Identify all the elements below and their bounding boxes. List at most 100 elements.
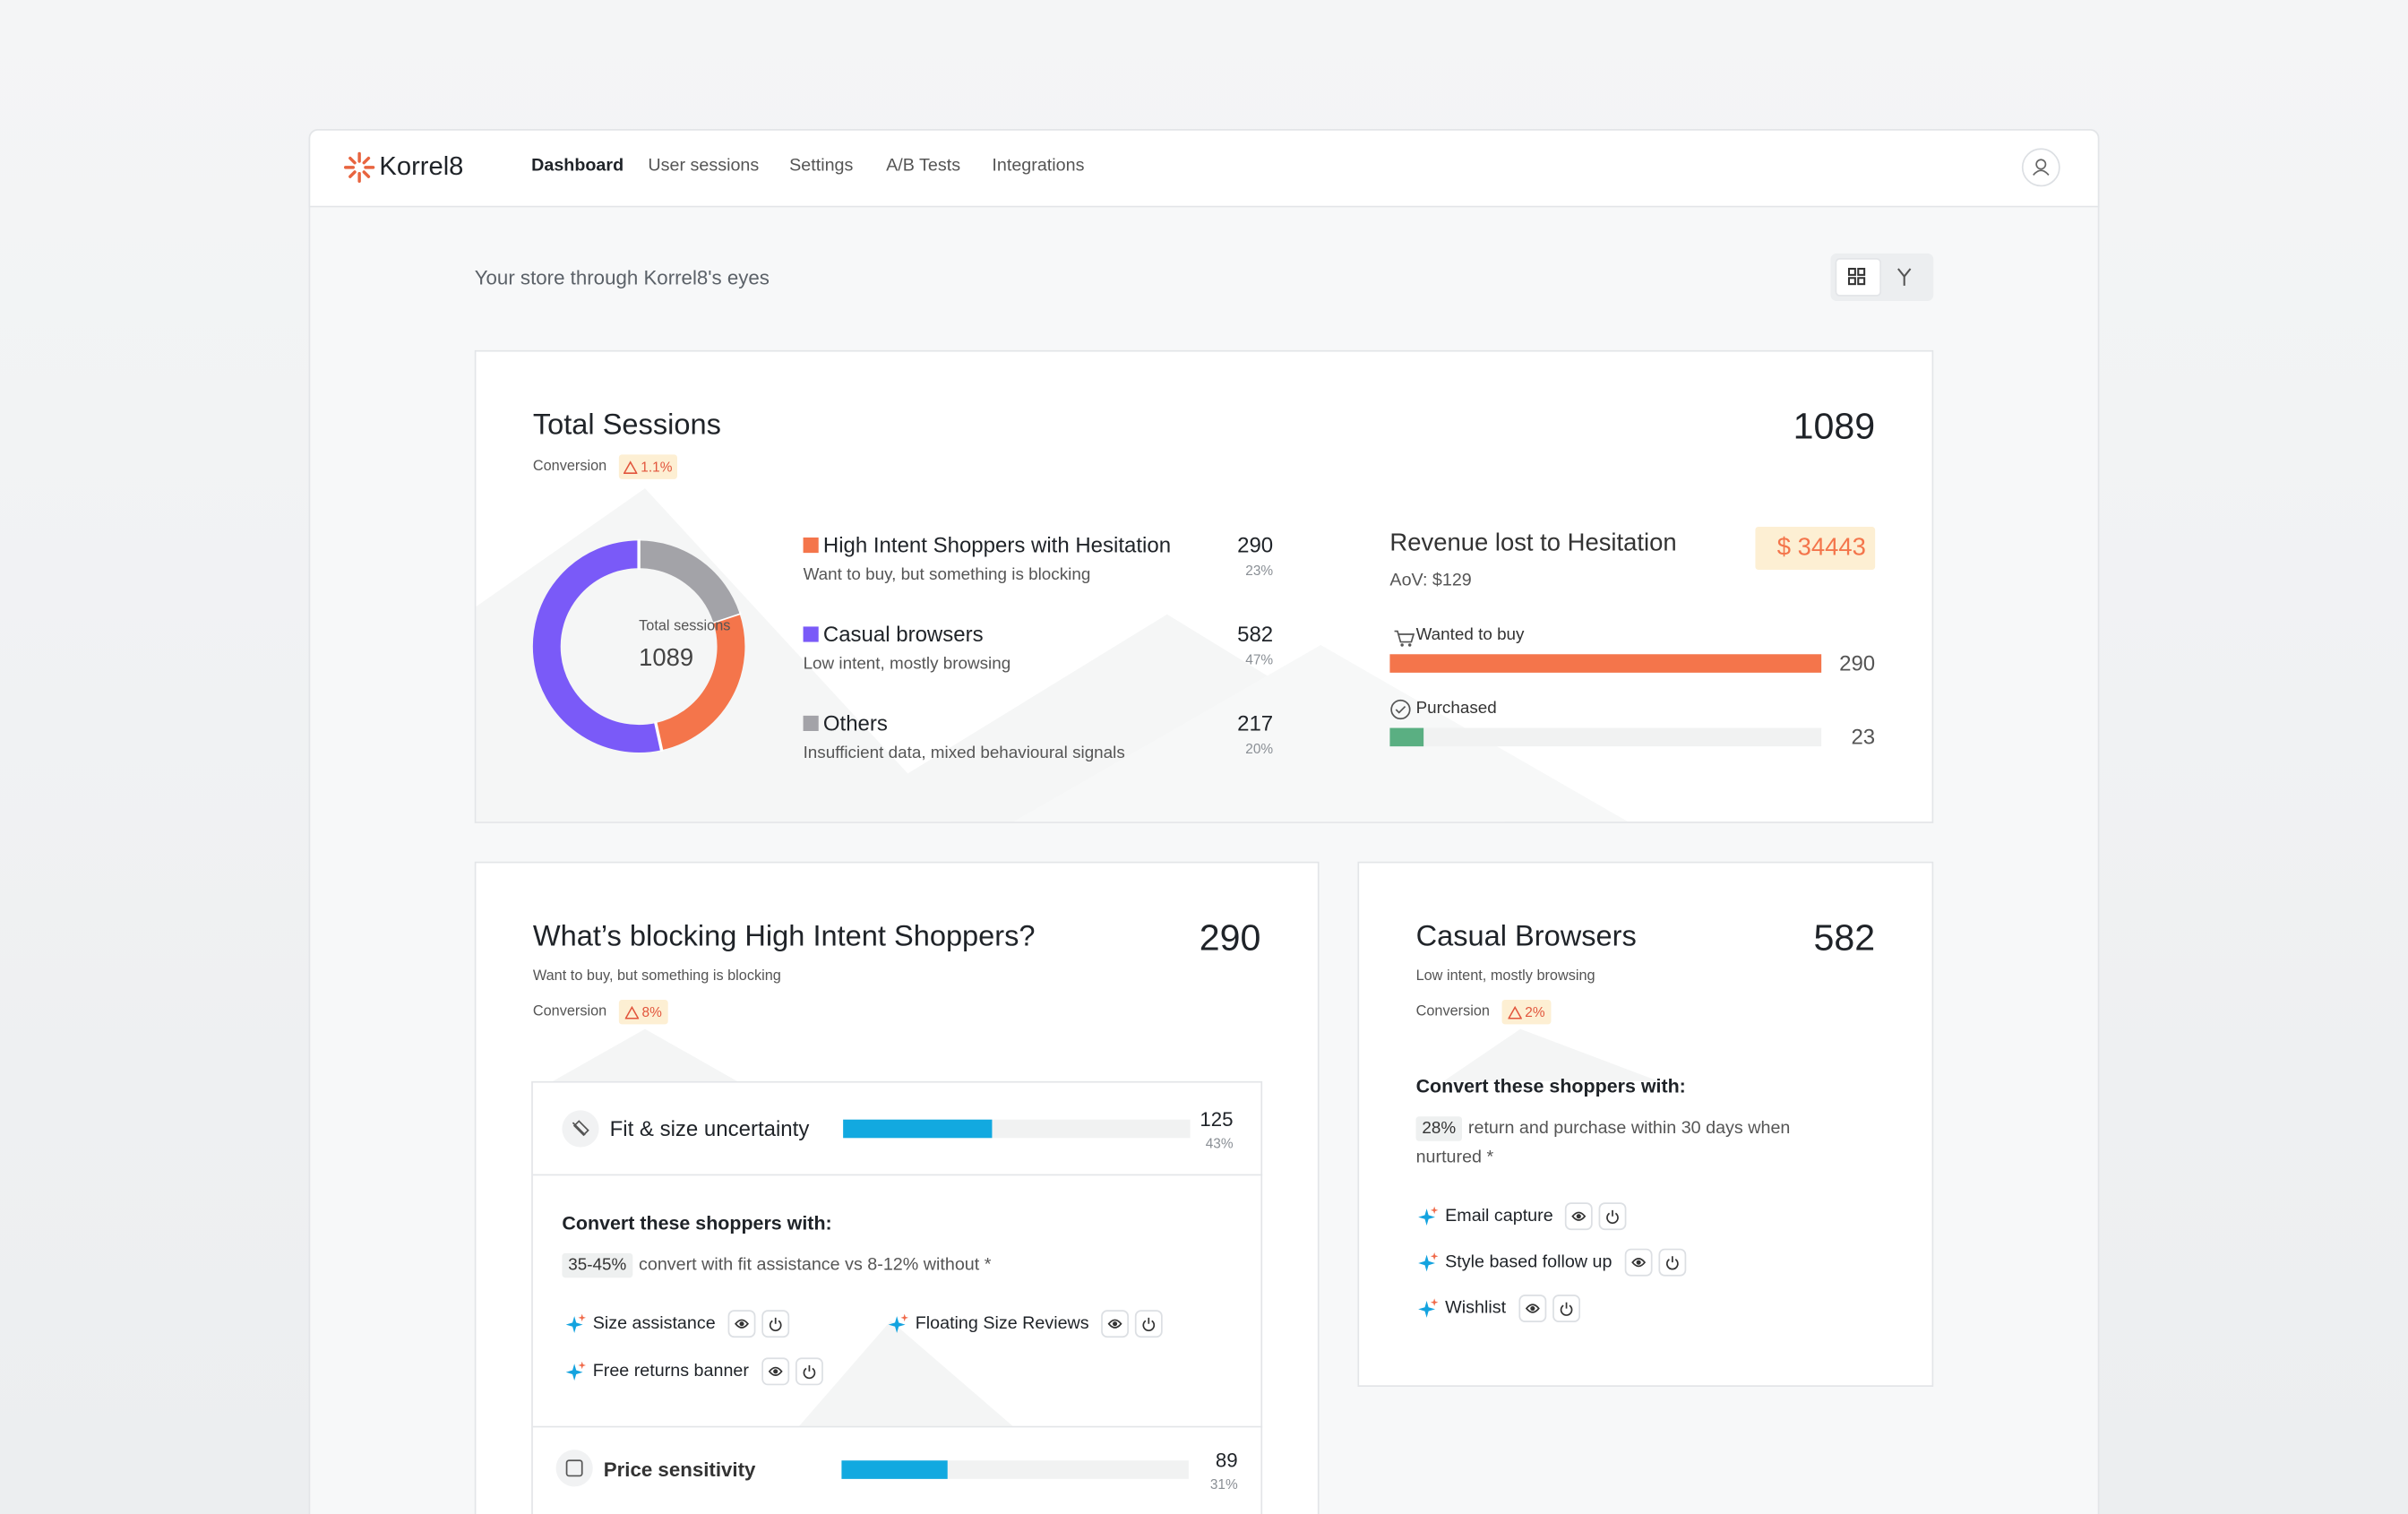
- segment-share: 47%: [1245, 651, 1274, 668]
- bar-track: [1389, 727, 1822, 747]
- action-label[interactable]: Floating Size Reviews: [915, 1314, 1089, 1334]
- action-item: Style based follow up: [1417, 1248, 1686, 1277]
- preview-button-icon-part: [1577, 1214, 1582, 1219]
- avatar[interactable]: [2021, 148, 2060, 187]
- preview-button-icon-part: [772, 1369, 778, 1374]
- segment-value: 582: [1237, 621, 1274, 647]
- decor-shape: [1013, 645, 1629, 822]
- toggle-button[interactable]: [761, 1310, 789, 1338]
- logo-ray: [362, 156, 371, 165]
- reason-value: 125: [1200, 1107, 1234, 1131]
- toggle-button[interactable]: [1135, 1310, 1163, 1338]
- sparkle-icon: [1418, 1298, 1439, 1318]
- preview-button-icon: [1525, 1303, 1540, 1313]
- action-label[interactable]: Free returns banner: [592, 1362, 749, 1381]
- preview-button[interactable]: [727, 1310, 756, 1338]
- preview-button[interactable]: [1101, 1310, 1130, 1338]
- sparkle-icon-part: [578, 1361, 587, 1370]
- preview-button-icon-part: [1107, 1319, 1122, 1329]
- segment-value: 290: [1237, 532, 1274, 557]
- toggle-button[interactable]: [1657, 1248, 1686, 1277]
- preview-button-icon-part: [1630, 1258, 1646, 1268]
- card-total: 290: [1199, 917, 1261, 959]
- action-label[interactable]: Wishlist: [1445, 1299, 1507, 1318]
- sparkle-icon-part: [578, 1313, 587, 1322]
- decor-shape: [1443, 1028, 1659, 1081]
- stat-text: return and purchase within 30 days when …: [1415, 1119, 1791, 1167]
- brand-name[interactable]: Korrel8: [379, 151, 464, 181]
- preview-button[interactable]: [1624, 1248, 1653, 1277]
- sparkle-icon-part: [1418, 1301, 1436, 1318]
- action-label[interactable]: Email capture: [1445, 1207, 1553, 1226]
- logo-mark: [344, 151, 375, 184]
- card-title: Casual Browsers: [1415, 920, 1637, 953]
- nav-link[interactable]: A/B Tests: [886, 157, 961, 176]
- warning-icon-part: [1508, 1005, 1522, 1019]
- preview-button-icon-part: [1113, 1321, 1118, 1327]
- preview-button[interactable]: [761, 1357, 789, 1386]
- bar-value: 290: [1839, 650, 1876, 675]
- logo-ray: [348, 156, 357, 165]
- toggle-button-icon-part: [802, 1367, 815, 1380]
- action-label[interactable]: Size assistance: [592, 1314, 716, 1334]
- header: [308, 129, 2100, 208]
- convert-title: Convert these shoppers with:: [562, 1212, 832, 1234]
- nav-link[interactable]: Settings: [789, 157, 854, 176]
- toggle-button-icon: [1606, 1209, 1620, 1224]
- card-subtitle: Want to buy, but something is blocking: [532, 968, 781, 985]
- logo-ray: [362, 170, 371, 178]
- preview-button[interactable]: [1518, 1295, 1546, 1323]
- legend-swatch: [803, 538, 819, 554]
- preview-button-icon-part: [739, 1321, 744, 1327]
- toggle-button-icon-part: [1560, 1304, 1572, 1316]
- grid-icon-part: [1857, 277, 1866, 286]
- preview-button-icon-part: [1636, 1260, 1641, 1265]
- conversion-value: 1.1%: [641, 459, 673, 475]
- preview-button-icon-part: [768, 1366, 783, 1376]
- sparkle-icon-part: [1430, 1298, 1439, 1307]
- toggle-button[interactable]: [1599, 1202, 1627, 1231]
- conversion-label: Conversion: [1415, 1002, 1490, 1020]
- avatar-icon: [2033, 169, 2050, 176]
- avatar-icon: [2035, 159, 2047, 170]
- preview-button[interactable]: [1565, 1202, 1594, 1231]
- cart-icon: [1408, 643, 1412, 647]
- preview-button-icon: [1630, 1258, 1646, 1268]
- toggle-button[interactable]: [1552, 1295, 1580, 1323]
- flow-view-button[interactable]: [1897, 268, 1912, 286]
- revenue-aov: AoV: $129: [1389, 571, 1472, 590]
- check-icon: [1390, 699, 1411, 720]
- conversion-value: 2%: [1525, 1004, 1545, 1020]
- nav-link[interactable]: Dashboard: [531, 157, 624, 176]
- action-item: Free returns banner: [565, 1357, 823, 1386]
- conversion-badge: 2%: [1501, 1000, 1552, 1025]
- nav-link[interactable]: User sessions: [648, 157, 760, 176]
- toggle-button-icon: [1560, 1302, 1572, 1316]
- grid-icon-part: [1857, 267, 1866, 276]
- sparkle-icon-part: [1430, 1252, 1439, 1260]
- logo-ray: [348, 170, 357, 178]
- toggle-button-icon: [1665, 1256, 1679, 1270]
- revenue-title: Revenue lost to Hesitation: [1389, 530, 1677, 557]
- action-label[interactable]: Style based follow up: [1445, 1252, 1612, 1272]
- toggle-button-icon: [769, 1317, 782, 1331]
- card-total: 1089: [1793, 406, 1876, 448]
- bar: [1389, 727, 1424, 747]
- sparkle-icon-part: [1418, 1209, 1436, 1226]
- bar: [843, 1119, 993, 1139]
- donut-label: Total sessions: [639, 617, 731, 635]
- donut-total: 1089: [639, 645, 694, 672]
- segment-name: High Intent Shoppers with Hesitation: [822, 532, 1172, 557]
- nav-link[interactable]: Integrations: [992, 157, 1085, 176]
- legend-swatch: [803, 626, 819, 642]
- warning-icon: [624, 460, 638, 474]
- segment-description: Want to buy, but something is blocking: [803, 565, 1091, 585]
- toggle-button[interactable]: [795, 1357, 823, 1386]
- segment-name: Casual browsers: [822, 621, 984, 647]
- toggle-button-icon: [1142, 1317, 1156, 1331]
- conversion-label: Conversion: [532, 458, 607, 476]
- stat-chip: 35-45%: [562, 1252, 633, 1278]
- card-total: 582: [1813, 917, 1876, 959]
